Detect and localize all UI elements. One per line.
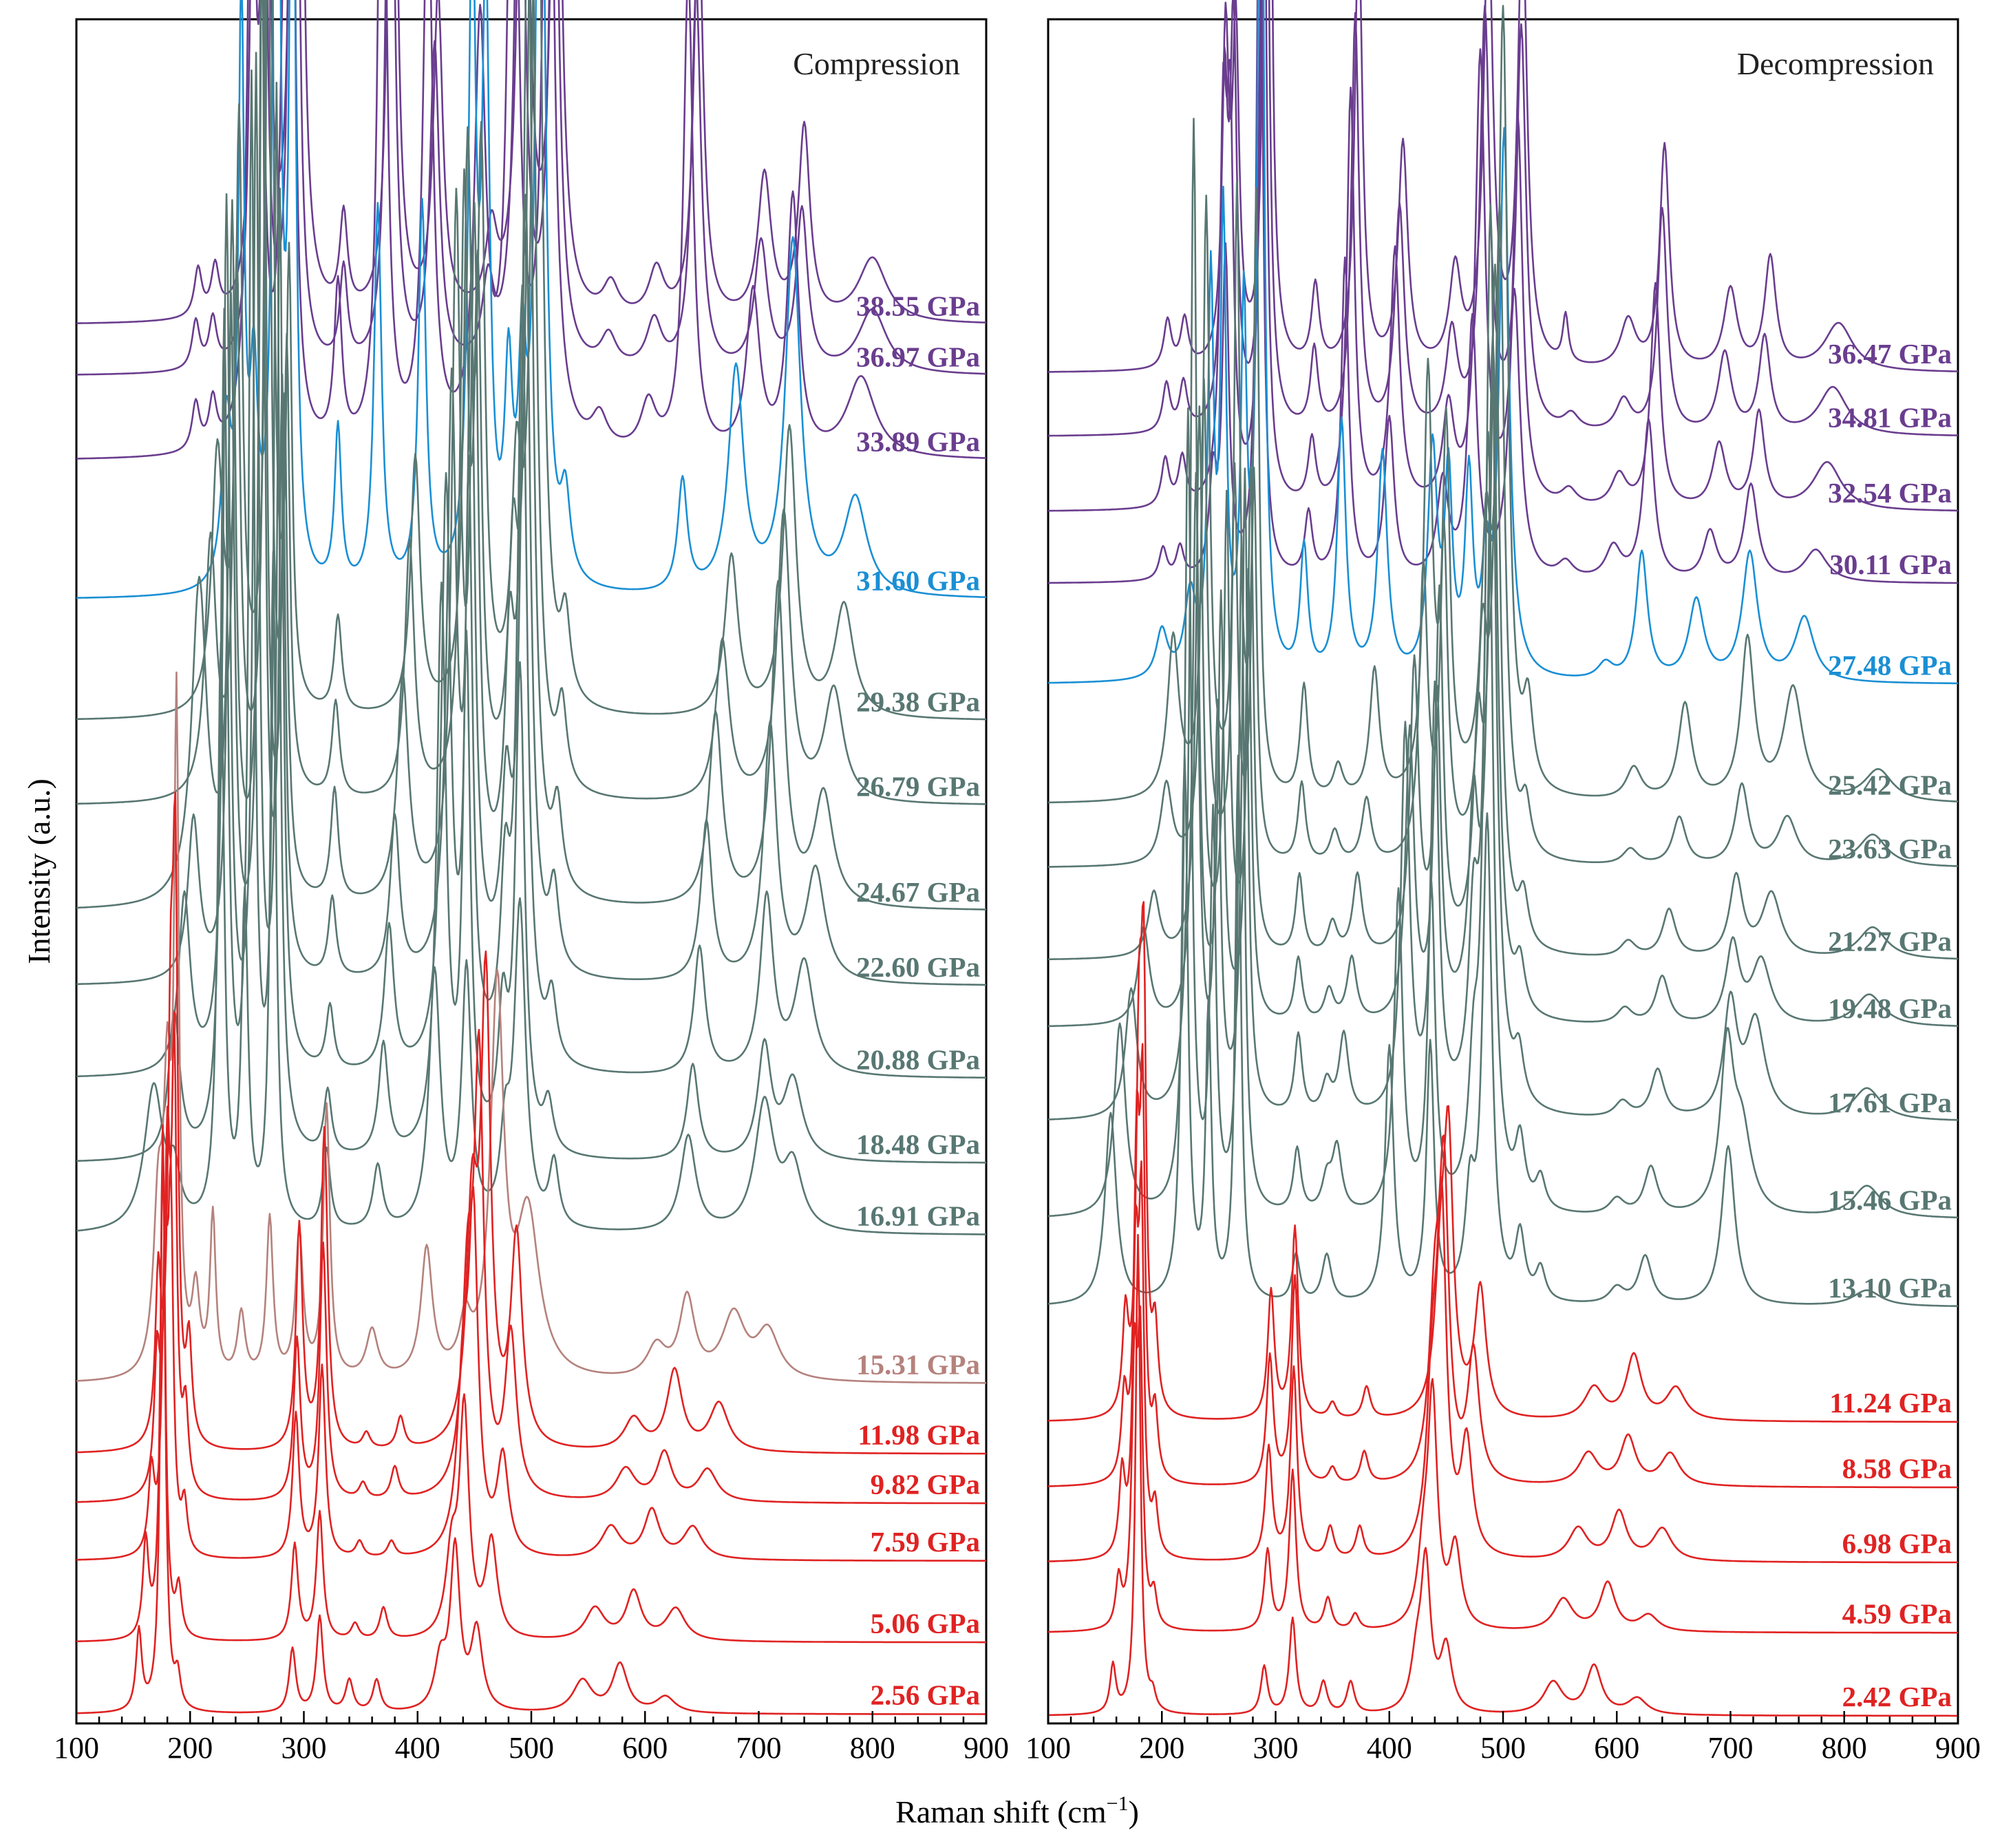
pressure-label-33-89-gpa: 33.89 GPa xyxy=(856,426,980,458)
spectrum-20-88-gpa xyxy=(76,52,986,1079)
pressure-label-22-60-gpa: 22.60 GPa xyxy=(856,951,980,983)
pressure-label-38-55-gpa: 38.55 GPa xyxy=(856,290,980,321)
x-tick-label-800: 800 xyxy=(850,1731,895,1765)
x-axis-title: Raman shift (cm−1) xyxy=(895,1792,1139,1829)
decompression-pressure-labels: 36.47 GPa 34.81 GPa 32.54 GPa 30.11 GPa 27.4… xyxy=(1828,338,1952,1712)
x-tick-label-600: 600 xyxy=(1594,1731,1639,1765)
pressure-label-6-98-gpa: 6.98 GPa xyxy=(1842,1527,1952,1559)
x-tick-label-500: 500 xyxy=(509,1731,554,1765)
spectrum-7-59-gpa xyxy=(76,1158,986,1562)
pressure-label-25-42-gpa: 25.42 GPa xyxy=(1828,769,1952,800)
pressure-label-32-54-gpa: 32.54 GPa xyxy=(1828,477,1952,509)
pressure-label-7-59-gpa: 7.59 GPa xyxy=(871,1526,980,1558)
pressure-label-19-48-gpa: 19.48 GPa xyxy=(1828,992,1952,1024)
spectrum-13-10-gpa xyxy=(1047,753,1958,1307)
pressure-label-9-82-gpa: 9.82 GPa xyxy=(871,1468,980,1500)
spectrum-17-61-gpa xyxy=(1048,118,1959,1121)
compression-pressure-labels: 38.55 GPa 36.97 GPa 33.89 GPa 31.60 GPa 29.3… xyxy=(856,290,980,1710)
x-axis-title-superscript: −1 xyxy=(1107,1792,1129,1815)
compression-spectra xyxy=(76,0,987,1715)
spectrum-36-47-gpa xyxy=(1048,0,1958,373)
x-tick-label-800: 800 xyxy=(1822,1731,1867,1765)
x-tick-label-100: 100 xyxy=(1025,1731,1071,1765)
x-tick-label-500: 500 xyxy=(1480,1731,1526,1765)
pressure-label-11-98-gpa: 11.98 GPa xyxy=(858,1419,980,1451)
spectrum-5-06-gpa xyxy=(76,1124,986,1644)
pressure-label-2-56-gpa: 2.56 GPa xyxy=(871,1679,980,1711)
x-tick-label-400: 400 xyxy=(395,1731,440,1765)
spectrum-30-11-gpa xyxy=(1048,0,1958,584)
x-axis-title-suffix: ) xyxy=(1129,1794,1139,1829)
spectrum-15-31-gpa xyxy=(76,671,986,1384)
x-tick-label-300: 300 xyxy=(1253,1731,1299,1765)
spectrum-9-82-gpa xyxy=(76,1011,986,1505)
pressure-label-21-27-gpa: 21.27 GPa xyxy=(1828,926,1952,957)
y-axis-title: Intensity (a.u.) xyxy=(21,778,56,964)
pressure-label-26-79-gpa: 26.79 GPa xyxy=(856,771,980,803)
pressure-label-20-88-gpa: 20.88 GPa xyxy=(856,1043,980,1075)
spectrum-19-48-gpa xyxy=(1048,334,1958,1028)
x-tick-label-200: 200 xyxy=(167,1731,213,1765)
spectrum-23-63-gpa xyxy=(1048,202,1959,868)
pressure-label-23-63-gpa: 23.63 GPa xyxy=(1828,833,1952,864)
compression-x-ticks: 100 200 300 400 500 600 700 800 900 xyxy=(54,1711,1009,1765)
x-tick-label-600: 600 xyxy=(622,1731,668,1765)
pressure-label-30-11-gpa: 30.11 GPa xyxy=(1829,549,1952,580)
pressure-label-17-61-gpa: 17.61 GPa xyxy=(1828,1087,1952,1118)
x-tick-label-700: 700 xyxy=(736,1731,782,1765)
pressure-label-4-59-gpa: 4.59 GPa xyxy=(1842,1597,1952,1629)
pressure-label-31-60-gpa: 31.60 GPa xyxy=(856,564,980,596)
pressure-label-29-38-gpa: 29.38 GPa xyxy=(856,686,980,718)
pressure-label-13-10-gpa: 13.10 GPa xyxy=(1828,1272,1952,1304)
decompression-panel: 36.47 GPa 34.81 GPa 32.54 GPa 30.11 GPa 27.4… xyxy=(1025,0,1981,1765)
x-tick-label-900: 900 xyxy=(963,1731,1009,1765)
x-tick-label-300: 300 xyxy=(281,1731,327,1765)
spectrum-18-48-gpa xyxy=(76,69,986,1164)
spectrum-22-60-gpa xyxy=(76,0,986,986)
x-tick-label-200: 200 xyxy=(1139,1731,1184,1765)
decompression-title: Decompression xyxy=(1737,46,1934,81)
x-tick-label-700: 700 xyxy=(1708,1731,1754,1765)
x-tick-label-900: 900 xyxy=(1935,1731,1981,1765)
spectrum-8-58-gpa xyxy=(1048,1043,1958,1489)
pressure-label-8-58-gpa: 8.58 GPa xyxy=(1842,1452,1952,1484)
spectrum-15-46-gpa xyxy=(1047,407,1958,1219)
compression-panel: 38.55 GPa 36.97 GPa 33.89 GPa 31.60 GPa 29.3… xyxy=(54,0,1009,1765)
pressure-label-34-81-gpa: 34.81 GPa xyxy=(1828,402,1952,434)
decompression-x-ticks: 100 200 300 400 500 600 700 800 900 xyxy=(1025,1711,1981,1765)
pressure-label-24-67-gpa: 24.67 GPa xyxy=(856,876,980,908)
spectrum-11-98-gpa xyxy=(76,792,986,1455)
pressure-label-15-31-gpa: 15.31 GPa xyxy=(856,1348,980,1380)
pressure-label-5-06-gpa: 5.06 GPa xyxy=(871,1607,980,1639)
x-tick-label-400: 400 xyxy=(1367,1731,1412,1765)
spectrum-11-24-gpa xyxy=(1047,901,1958,1423)
pressure-label-27-48-gpa: 27.48 GPa xyxy=(1828,649,1952,681)
spectrum-16-91-gpa xyxy=(76,551,986,1235)
x-axis-title-main: Raman shift (cm xyxy=(895,1794,1107,1829)
pressure-label-18-48-gpa: 18.48 GPa xyxy=(856,1128,980,1160)
spectrum-21-27-gpa xyxy=(1048,264,1959,961)
pressure-label-2-42-gpa: 2.42 GPa xyxy=(1842,1681,1952,1712)
pressure-label-15-46-gpa: 15.46 GPa xyxy=(1828,1185,1952,1216)
pressure-label-36-47-gpa: 36.47 GPa xyxy=(1828,338,1952,370)
compression-title: Compression xyxy=(793,46,960,81)
pressure-label-11-24-gpa: 11.24 GPa xyxy=(1829,1387,1952,1419)
x-tick-label-100: 100 xyxy=(54,1731,99,1765)
spectrum-6-98-gpa xyxy=(1048,1160,1958,1564)
spectrum-2-56-gpa xyxy=(76,1135,986,1715)
pressure-label-16-91-gpa: 16.91 GPa xyxy=(856,1200,980,1232)
pressure-label-36-97-gpa: 36.97 GPa xyxy=(856,341,980,373)
spectrum-4-59-gpa xyxy=(1047,1305,1958,1634)
